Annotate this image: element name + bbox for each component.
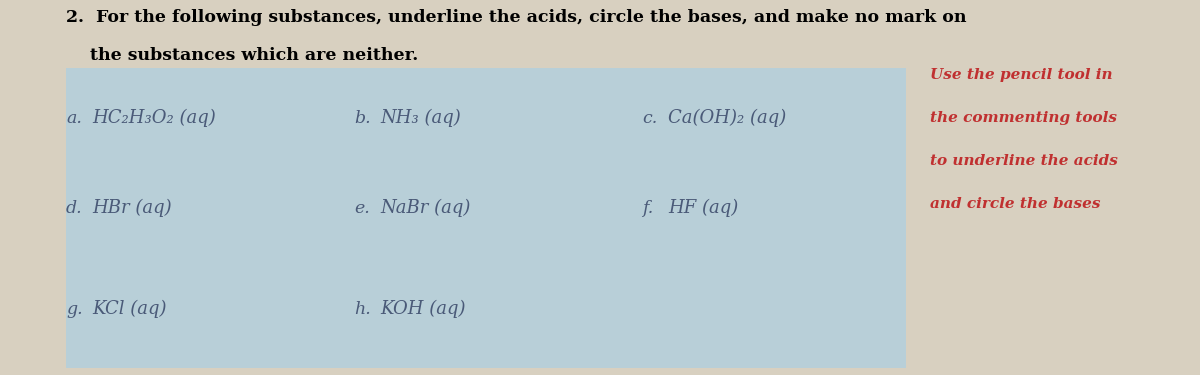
Text: e.: e. xyxy=(354,200,370,217)
Text: the commenting tools: the commenting tools xyxy=(930,111,1117,125)
Text: HC₂H₃O₂ (aq): HC₂H₃O₂ (aq) xyxy=(92,109,216,127)
Text: c.: c. xyxy=(642,110,658,127)
Text: 2.  For the following substances, underline the acids, circle the bases, and mak: 2. For the following substances, underli… xyxy=(66,9,966,26)
Text: b.: b. xyxy=(354,110,371,127)
Text: NaBr (aq): NaBr (aq) xyxy=(380,199,470,217)
Text: KCl (aq): KCl (aq) xyxy=(92,300,167,318)
Text: h.: h. xyxy=(354,301,371,318)
Text: Use the pencil tool in: Use the pencil tool in xyxy=(930,68,1112,81)
Text: f.: f. xyxy=(642,200,653,217)
FancyBboxPatch shape xyxy=(66,68,906,368)
Text: to underline the acids: to underline the acids xyxy=(930,154,1118,168)
Text: NH₃ (aq): NH₃ (aq) xyxy=(380,109,461,127)
Text: and circle the bases: and circle the bases xyxy=(930,197,1100,211)
Text: d.: d. xyxy=(66,200,83,217)
Text: g.: g. xyxy=(66,301,83,318)
Text: the substances which are neither.: the substances which are neither. xyxy=(66,47,419,64)
Text: Ca(OH)₂ (aq): Ca(OH)₂ (aq) xyxy=(668,109,787,127)
Text: HF (aq): HF (aq) xyxy=(668,199,739,217)
Text: a.: a. xyxy=(66,110,82,127)
Text: KOH (aq): KOH (aq) xyxy=(380,300,466,318)
Text: HBr (aq): HBr (aq) xyxy=(92,199,172,217)
